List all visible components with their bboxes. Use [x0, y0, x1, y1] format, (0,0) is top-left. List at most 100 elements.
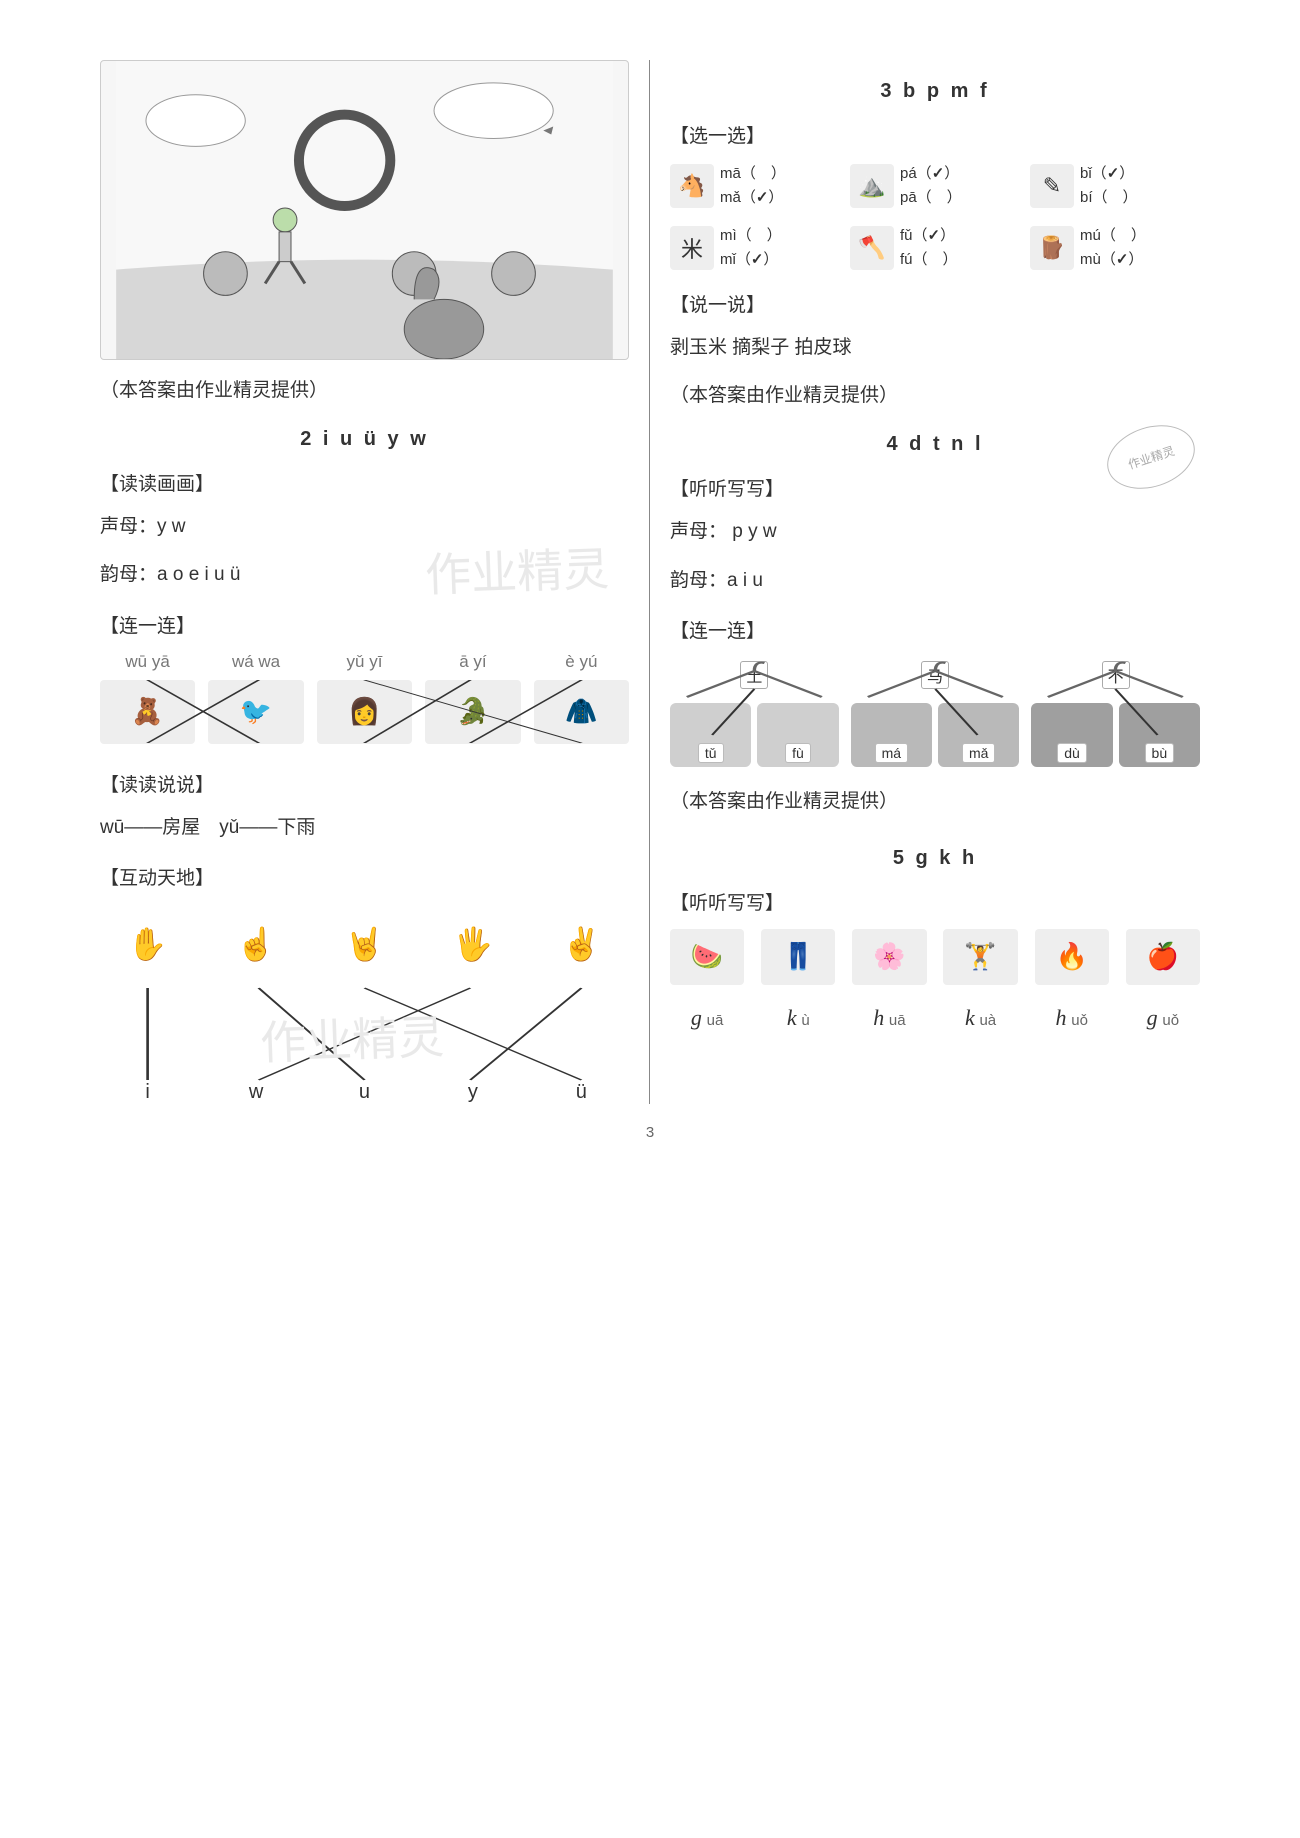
- right-column: 3 b p m f 【选一选】 🐴mā（ ）mǎ（✓）⛰️pá（✓）pā（ ）✎…: [650, 60, 1220, 1104]
- choice-grid: 🐴mā（ ）mǎ（✓）⛰️pá（✓）pā（ ）✎bǐ（✓）bí（ ） 米mì（ ）…: [670, 162, 1200, 272]
- choice-cell: ⛰️pá（✓）pā（ ）: [850, 162, 1020, 210]
- listen-answer: h uā: [852, 1005, 926, 1032]
- cloth-label: dù: [1057, 743, 1087, 763]
- subhead-readspeak: 【读读说说】: [100, 770, 629, 797]
- listen-answer: k ù: [761, 1005, 835, 1032]
- section-5-title: 5 g k h: [670, 847, 1200, 870]
- choice-options: fǔ（✓）fú（ ）: [900, 224, 958, 272]
- hand-letter: y: [425, 1081, 520, 1104]
- cloth-label: má: [875, 743, 908, 763]
- speak-line: 剥玉米 摘梨子 拍皮球: [670, 331, 1200, 365]
- hanger-group: 马mámǎ: [851, 657, 1020, 767]
- hanger-group: 土tǔfù: [670, 657, 839, 767]
- choice-option: fú（ ）: [900, 248, 958, 272]
- listen-icon: 🍎: [1126, 929, 1200, 985]
- answer-credit-2: （本答案由作业精灵提供）: [670, 379, 1200, 413]
- choice-option: mù（✓）: [1080, 248, 1146, 272]
- hand-icon: ☝️: [208, 904, 303, 984]
- choice-option: bǐ（✓）: [1080, 162, 1138, 186]
- listen-icon: 🔥: [1035, 929, 1109, 985]
- match-img-croc: 🐊: [425, 680, 520, 744]
- listen-answer: k uà: [943, 1005, 1017, 1032]
- listen-icon: 🏋️: [943, 929, 1017, 985]
- answer-credit-3: （本答案由作业精灵提供）: [670, 785, 1200, 819]
- subhead-read-draw: 【读读画画】: [100, 469, 629, 496]
- cloth-item: má: [851, 703, 932, 767]
- choice-option: bí（ ）: [1080, 186, 1138, 210]
- watermark-2: 作业精灵: [259, 1001, 445, 1073]
- subhead-lian4: 【连一连】: [670, 616, 1200, 643]
- choice-option: mǎ（✓）: [720, 186, 786, 210]
- listen-answer: g uǒ: [1126, 1005, 1200, 1032]
- section-2-title: 2 i u ü y w: [100, 428, 629, 451]
- choice-icon: 🪵: [1030, 226, 1074, 270]
- choice-option: pá（✓）: [900, 162, 962, 186]
- subhead-choose: 【选一选】: [670, 121, 1200, 148]
- match-label: ā yí: [425, 652, 520, 672]
- match-label: è yú: [534, 652, 629, 672]
- choice-icon: 🪓: [850, 226, 894, 270]
- match-img-crow: 🐦: [208, 680, 303, 744]
- match-label: wū yā: [100, 652, 195, 672]
- left-column: （本答案由作业精灵提供） 2 i u ü y w 【读读画画】 声母：y w 作…: [80, 60, 650, 1104]
- cloth-item: dù: [1031, 703, 1112, 767]
- yunmu-line: 韵母：a o e i u ü: [100, 558, 629, 592]
- shengmu-line: 声母：y w: [100, 510, 629, 544]
- match-img-aunt: 👩: [317, 680, 412, 744]
- hand-icon: 🤘: [317, 904, 412, 984]
- match-img-doll: 🧸: [100, 680, 195, 744]
- subhead-hudong: 【互动天地】: [100, 863, 629, 890]
- choice-icon: ✎: [1030, 164, 1074, 208]
- cloth-item: mǎ: [938, 703, 1019, 767]
- subhead-lianlian: 【连一连】: [100, 611, 629, 638]
- cloth-label: bù: [1145, 743, 1175, 763]
- choice-options: bǐ（✓）bí（ ）: [1080, 162, 1138, 210]
- section-3-title: 3 b p m f: [670, 80, 1200, 103]
- choice-options: mú（ ）mù（✓）: [1080, 224, 1146, 272]
- cloth-item: fù: [757, 703, 838, 767]
- listen-icon: 👖: [761, 929, 835, 985]
- match-label: wá wa: [208, 652, 303, 672]
- hand-letter: w: [208, 1081, 303, 1104]
- hanger-row: 土tǔfù马mámǎ不dùbù: [670, 657, 1200, 767]
- choice-option: mǐ（✓）: [720, 248, 782, 272]
- choice-options: mā（ ）mǎ（✓）: [720, 162, 786, 210]
- choice-cell: 🐴mā（ ）mǎ（✓）: [670, 162, 840, 210]
- choice-options: mì（ ）mǐ（✓）: [720, 224, 782, 272]
- listen-icon: 🌸: [852, 929, 926, 985]
- listen-answer: h uǒ: [1035, 1005, 1109, 1032]
- hanger-group: 不dùbù: [1031, 657, 1200, 767]
- match-label: yǔ yī: [317, 652, 412, 672]
- choice-option: fǔ（✓）: [900, 224, 958, 248]
- listen-answer: g uā: [670, 1005, 744, 1032]
- choice-cell: ✎bǐ（✓）bí（ ）: [1030, 162, 1200, 210]
- hand-letter: u: [317, 1081, 412, 1104]
- hanger-icon: [670, 657, 839, 707]
- yunmu4-line: 韵母：a i u: [670, 564, 1200, 598]
- shengmu4-line: 声母： p y w: [670, 515, 1200, 549]
- subhead-listen5: 【听听写写】: [670, 888, 1200, 915]
- choice-cell: 米mì（ ）mǐ（✓）: [670, 224, 840, 272]
- readspeak-line: wū——房屋 yǔ——下雨: [100, 811, 629, 845]
- subhead-speak: 【说一说】: [670, 290, 1200, 317]
- match-exercise: wū yā wá wa yǔ yī ā yí è yú 🧸 🐦 👩 🐊 🧥: [100, 652, 629, 750]
- cloth-label: fù: [785, 743, 811, 763]
- hand-icon: 🖐️: [425, 904, 520, 984]
- cloth-label: mǎ: [962, 743, 995, 763]
- listen-icon: 🍉: [670, 929, 744, 985]
- choice-option: mì（ ）: [720, 224, 782, 248]
- page-number: 3: [80, 1124, 1220, 1141]
- choice-cell: 🪵mú（ ）mù（✓）: [1030, 224, 1200, 272]
- hand-letter: i: [100, 1081, 195, 1104]
- cloth-item: bù: [1119, 703, 1200, 767]
- listen-icons-row: 🍉 👖 🌸 🏋️ 🔥 🍎: [670, 929, 1200, 985]
- choice-option: mú（ ）: [1080, 224, 1146, 248]
- match-img-raincoat: 🧥: [534, 680, 629, 744]
- hanger-icon: [851, 657, 1020, 707]
- choice-option: mā（ ）: [720, 162, 786, 186]
- hand-icon: ✌️: [534, 904, 629, 984]
- hand-match: ✋ ☝️ 🤘 🖐️ ✌️ 作业精灵 i w u y ü: [100, 904, 629, 1104]
- choice-cell: 🪓fǔ（✓）fú（ ）: [850, 224, 1020, 272]
- answer-credit-1: （本答案由作业精灵提供）: [100, 374, 629, 408]
- choice-icon: 米: [670, 226, 714, 270]
